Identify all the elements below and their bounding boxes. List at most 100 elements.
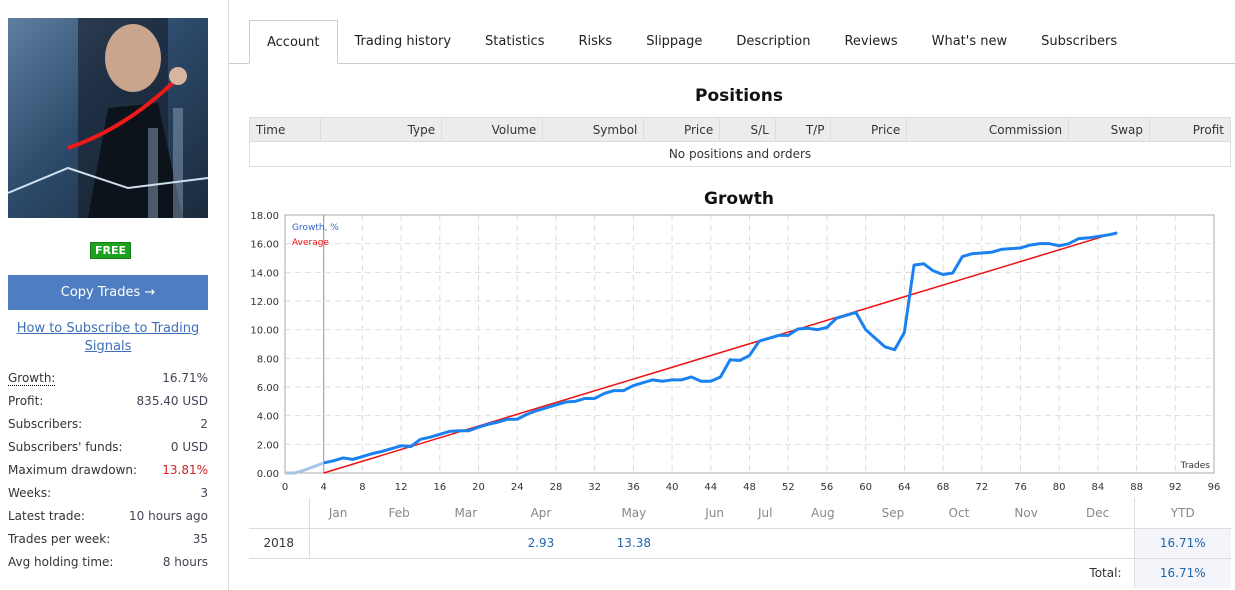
- growth-title: Growth: [704, 189, 774, 209]
- column-header: Symbol: [542, 117, 645, 142]
- stat-label[interactable]: Growth:: [8, 371, 56, 386]
- x-tick-label: 32: [588, 482, 601, 493]
- x-tick-label: 24: [511, 482, 524, 493]
- positions-table: Time Type Volume Symbol Price S/L T/P Price Comm…: [249, 117, 1231, 167]
- stat-value: 2: [200, 417, 208, 431]
- average-line: [323, 231, 1118, 474]
- stat-row: Profit: 835.40 USD: [8, 393, 208, 416]
- month-header: Feb: [388, 505, 410, 520]
- column-header: Swap: [1068, 117, 1151, 142]
- x-tick-label: 16: [433, 482, 446, 493]
- total-label: Total:: [1089, 566, 1122, 581]
- y-tick-label: 6.00: [257, 383, 279, 394]
- copy-trades-button[interactable]: Copy Trades →: [8, 275, 208, 310]
- month-header: Oct: [948, 505, 970, 520]
- column-header: Commission: [906, 117, 1070, 142]
- month-header: Jun: [705, 505, 725, 520]
- x-tick-label: 20: [472, 482, 485, 493]
- tab-slippage[interactable]: Slippage: [646, 34, 703, 49]
- month-header: May: [621, 505, 647, 520]
- stat-value: 3: [200, 486, 208, 500]
- stat-row: Latest trade: 10 hours ago: [8, 508, 208, 531]
- month-value: [927, 528, 990, 558]
- total-value: 16.71%: [1133, 558, 1231, 588]
- month-value: [859, 528, 928, 558]
- tab-what-s-new[interactable]: What's new: [931, 34, 1008, 49]
- column-header: Volume: [441, 117, 544, 142]
- x-tick-label: 76: [1014, 482, 1027, 493]
- positions-title: Positions: [695, 86, 783, 106]
- x-tick-label: 68: [937, 482, 950, 493]
- month-header: Nov: [1014, 505, 1038, 520]
- y-tick-label: 10.00: [250, 326, 279, 337]
- growth-line-pre: [285, 461, 325, 475]
- tab-trading-history[interactable]: Trading history: [354, 34, 452, 49]
- y-tick-label: 16.00: [250, 240, 279, 251]
- y-tick-label: 0.00: [257, 469, 279, 480]
- stat-label: Profit:: [8, 394, 44, 408]
- month-value: 13.38: [616, 536, 652, 550]
- plot-frame: [284, 214, 1215, 474]
- month-header: Sep: [881, 505, 905, 520]
- x-tick-label: 28: [550, 482, 563, 493]
- stat-label: Latest trade:: [8, 509, 85, 523]
- stat-row: Subscribers: 2: [8, 416, 208, 439]
- month-value: [990, 528, 1061, 558]
- month-header: Mar: [454, 505, 478, 520]
- x-tick-label: 80: [1053, 482, 1066, 493]
- stat-label: Weeks:: [8, 486, 52, 500]
- x-tick-label: 92: [1169, 482, 1182, 493]
- stat-row: Avg holding time: 8 hours: [8, 554, 208, 577]
- tab-statistics[interactable]: Statistics: [485, 34, 545, 49]
- y-tick-label: 12.00: [250, 297, 279, 308]
- stat-value: 13.81%: [162, 463, 208, 477]
- ytd-value: 16.71%: [1133, 528, 1231, 558]
- how-to-subscribe-link[interactable]: How to Subscribe to Trading Signals: [16, 321, 200, 354]
- column-header: Time: [249, 117, 321, 142]
- tab-account[interactable]: Account: [249, 20, 338, 64]
- x-tick-label: 96: [1208, 482, 1221, 493]
- legend-average: Average: [292, 238, 329, 248]
- signal-image: [8, 18, 208, 218]
- growth-line: [323, 231, 1118, 465]
- tab-risks[interactable]: Risks: [578, 34, 613, 49]
- x-tick-label: 12: [395, 482, 408, 493]
- sidebar: FREE Copy Trades → How to Subscribe to T…: [0, 0, 229, 590]
- stat-value: 835.40 USD: [136, 394, 208, 408]
- tab-bar: Account Trading history Statistics Risks Sli…: [229, 20, 1235, 64]
- x-tick-label: 48: [743, 482, 756, 493]
- y-tick-label: 4.00: [257, 412, 279, 423]
- month-header: Aug: [811, 505, 835, 520]
- stat-value: 0 USD: [170, 440, 208, 454]
- stat-row: Trades per week: 35: [8, 531, 208, 554]
- month-header: Jan: [328, 505, 348, 520]
- free-badge: FREE: [90, 242, 132, 259]
- ytd-header: YTD: [1133, 498, 1231, 528]
- x-axis-label: Trades: [1180, 461, 1211, 471]
- positions-empty: No positions and orders: [249, 141, 1231, 167]
- column-header: Profit: [1149, 117, 1231, 142]
- stat-value: 10 hours ago: [129, 509, 208, 523]
- month-value: [367, 528, 432, 558]
- month-value: 2.93: [527, 536, 555, 550]
- x-tick-label: 56: [821, 482, 834, 493]
- stat-label: Subscribers' funds:: [8, 440, 123, 454]
- y-tick-label: 2.00: [257, 440, 279, 451]
- column-header: Type: [319, 117, 443, 142]
- stats-list: Growth: 16.71% Profit: 835.40 USD Subscriber…: [8, 370, 208, 577]
- y-tick-label: 18.00: [250, 211, 279, 222]
- tab-reviews[interactable]: Reviews: [844, 34, 898, 49]
- month-value: [787, 528, 858, 558]
- x-tick-label: 60: [859, 482, 872, 493]
- x-tick-label: 40: [666, 482, 679, 493]
- stat-label: Subscribers:: [8, 417, 83, 431]
- stat-row: Maximum drawdown: 13.81%: [8, 462, 208, 485]
- column-header: T/P: [774, 117, 832, 142]
- month-value: [743, 528, 787, 558]
- stat-value: 35: [192, 532, 208, 546]
- month-header: Jul: [757, 505, 773, 520]
- tab-subscribers[interactable]: Subscribers: [1041, 34, 1118, 49]
- tab-description[interactable]: Description: [736, 34, 811, 49]
- month-value: [309, 528, 367, 558]
- y-tick-label: 8.00: [257, 354, 279, 365]
